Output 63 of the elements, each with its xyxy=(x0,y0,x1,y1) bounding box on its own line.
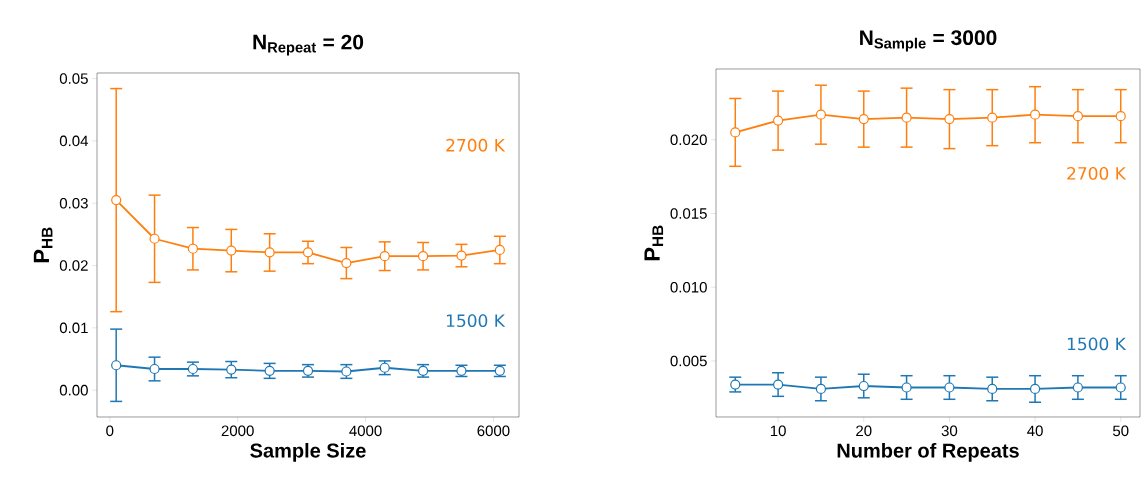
point xyxy=(815,383,827,395)
x-tick-label: 50 xyxy=(1112,425,1129,437)
x-tick-label: 4000 xyxy=(349,425,382,437)
point xyxy=(187,243,199,254)
point xyxy=(149,233,160,244)
point xyxy=(1029,109,1041,120)
point xyxy=(111,360,122,371)
y-tick-label: 0.020 xyxy=(670,134,707,146)
x-tick-label: 6000 xyxy=(477,425,510,437)
point xyxy=(302,247,314,258)
point xyxy=(1115,111,1126,122)
point xyxy=(149,363,160,375)
point xyxy=(111,195,122,206)
point xyxy=(987,383,998,395)
y-axis-title: P$_{HB}$ xyxy=(644,225,664,261)
text: 1500 K xyxy=(446,314,506,328)
point xyxy=(901,112,912,123)
point xyxy=(1072,111,1083,122)
x-axis-title: Number of Repeats xyxy=(837,443,1019,462)
point xyxy=(901,382,912,393)
text: 2700 K xyxy=(446,138,506,152)
point xyxy=(773,379,784,390)
point xyxy=(987,112,998,123)
point xyxy=(341,257,352,269)
y-tick-label: 0.015 xyxy=(670,208,707,219)
point xyxy=(494,244,505,256)
x-tick-label: 2000 xyxy=(221,425,254,437)
y-tick-label: 0.04 xyxy=(59,135,89,147)
y-tick-label: 0.02 xyxy=(59,260,88,271)
point xyxy=(379,251,390,262)
point xyxy=(1029,383,1041,395)
point xyxy=(226,364,237,375)
x-tick-label: 10 xyxy=(770,425,786,437)
point xyxy=(1072,382,1083,393)
point xyxy=(264,365,275,376)
point xyxy=(730,127,741,138)
point xyxy=(944,382,955,393)
x-tick-label: 20 xyxy=(856,425,872,437)
y-tick-label: 0.00 xyxy=(59,384,88,396)
y-tick-label: 0.01 xyxy=(59,322,88,334)
point xyxy=(417,251,429,262)
text: 2700 K xyxy=(1067,166,1127,180)
point xyxy=(773,115,784,126)
point xyxy=(264,247,275,258)
y-tick-label: 0.03 xyxy=(59,197,88,209)
point xyxy=(858,114,869,125)
x-tick-label: 0 xyxy=(106,425,114,437)
x-axis-title: Sample Size xyxy=(250,443,366,462)
y-axis-title: P$_{HB}$ xyxy=(33,227,53,263)
x-tick-label: 30 xyxy=(941,425,958,437)
series-label: 1500 K xyxy=(1067,337,1127,351)
point xyxy=(944,114,955,125)
point xyxy=(456,250,467,261)
point xyxy=(226,245,237,256)
y-tick-label: 0.010 xyxy=(670,281,707,293)
chart-title: N$_{Sample}$ = 3000 xyxy=(860,30,997,52)
y-tick-label: 0.05 xyxy=(59,73,88,84)
point xyxy=(858,380,869,392)
point xyxy=(1115,382,1126,393)
x-tick-label: 40 xyxy=(1027,425,1043,437)
point xyxy=(815,109,827,120)
chart-title: N$_{Repeat}$ = 20 xyxy=(253,34,364,56)
y-tick-label: 0.005 xyxy=(670,355,707,367)
